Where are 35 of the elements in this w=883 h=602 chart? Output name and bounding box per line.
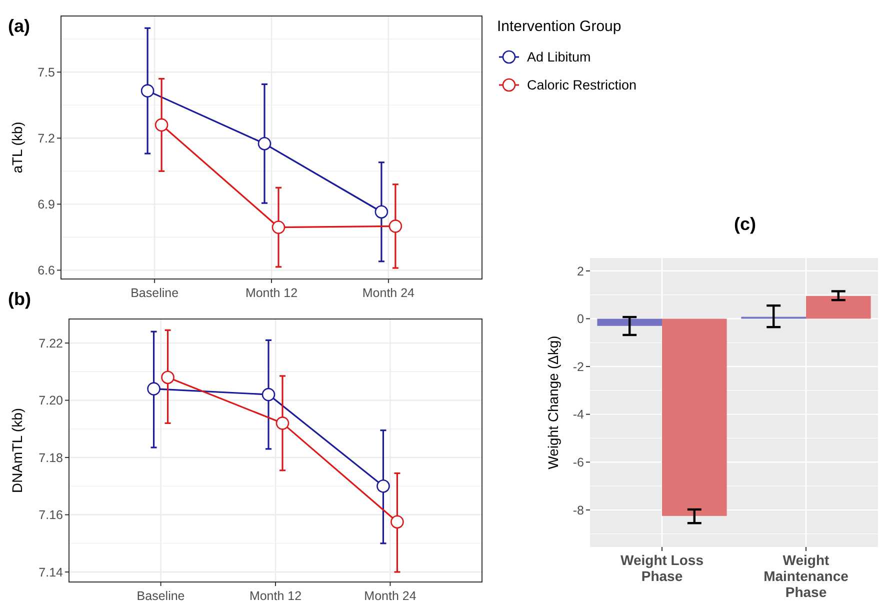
chart-title: (b): [8, 289, 31, 309]
x-tick-label: Month 24: [362, 286, 415, 300]
chart-title: (c): [734, 214, 756, 234]
x-tick-label: Weight Maintenance Phase: [764, 552, 849, 600]
bar: [597, 318, 662, 326]
y-tick-label: 6.9: [38, 198, 56, 212]
x-tick-label: Month 24: [364, 589, 416, 602]
x-tick-label: Weight Loss Phase: [620, 552, 704, 584]
legend-label: Caloric Restriction: [527, 78, 637, 93]
y-tick-label: -6: [572, 456, 584, 470]
y-tick-label: 0: [577, 312, 584, 326]
x-tick-label: Baseline: [130, 286, 179, 300]
bar: [662, 318, 727, 516]
chart-title: (a): [8, 16, 30, 36]
y-tick-label: 6.6: [38, 264, 56, 278]
y-tick-label: -4: [572, 408, 584, 422]
y-tick-label: 7.16: [38, 508, 64, 522]
y-axis-title: Weight Change (Δkg): [545, 336, 561, 470]
y-tick-label: 7.18: [38, 450, 64, 465]
y-tick-label: 2: [577, 264, 584, 278]
y-tick-label: 7.20: [38, 394, 64, 408]
y-tick-label: -8: [572, 503, 584, 518]
y-axis-title: aTL (kb): [9, 122, 25, 174]
y-tick-label: 7.22: [38, 336, 64, 350]
x-tick-label: Baseline: [136, 589, 185, 602]
y-tick-label: -2: [572, 360, 584, 374]
x-tick-label: Month 12: [249, 589, 302, 602]
y-axis-title: DNAmTL (kb): [9, 408, 25, 494]
legend-label: Ad Libitum: [527, 50, 591, 65]
y-tick-label: 7.14: [38, 565, 64, 580]
legend-title: Intervention Group: [497, 18, 622, 35]
y-tick-label: 7.5: [38, 65, 56, 80]
x-tick-label: Month 12: [245, 286, 298, 300]
bar: [806, 296, 871, 319]
y-tick-label: 7.2: [38, 132, 56, 146]
